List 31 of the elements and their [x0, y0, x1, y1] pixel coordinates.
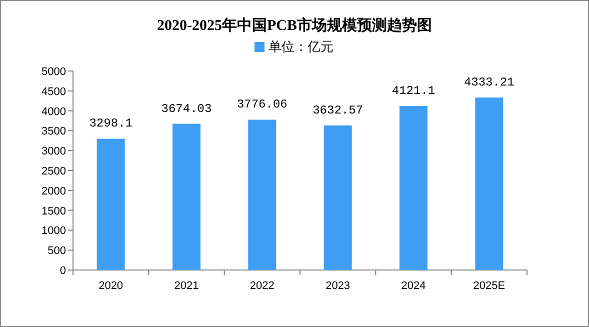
y-tick-label: 4000: [42, 106, 66, 118]
y-tick-label: 3000: [42, 146, 66, 158]
data-label: 3674.03: [161, 102, 212, 116]
data-label: 4333.21: [464, 76, 514, 90]
y-tick-label: 3500: [42, 126, 66, 138]
data-label: 3632.57: [312, 103, 364, 118]
x-tick-label: 2025E: [473, 280, 506, 292]
x-tick-label: 2024: [401, 280, 426, 292]
bar: [96, 138, 125, 270]
x-tick-label: 2020: [98, 280, 124, 292]
data-label: 3776.06: [236, 98, 288, 112]
x-tick-label: 2022: [250, 280, 274, 292]
data-label: 4121.1: [392, 84, 436, 98]
bar: [400, 106, 428, 270]
chart-title: 2020-2025年中国PCB市场规模预测趋势图: [157, 16, 432, 34]
bar: [248, 120, 276, 270]
y-tick-label: 0: [60, 265, 66, 277]
y-tick-label: 500: [48, 245, 66, 258]
data-label: 3298.1: [89, 116, 132, 131]
bar: [324, 125, 352, 270]
y-tick-label: 1500: [42, 205, 66, 218]
legend-label: 单位：亿元: [268, 39, 334, 54]
y-tick-label: 2500: [42, 166, 66, 178]
y-tick-label: 4500: [42, 86, 66, 98]
bar: [172, 124, 200, 270]
y-tick-label: 1000: [42, 225, 66, 238]
y-tick-label: 5000: [42, 66, 66, 78]
x-tick-label: 2023: [326, 280, 350, 292]
bar: [475, 98, 504, 270]
x-tick-label: 2021: [174, 280, 199, 292]
y-tick-label: 2000: [42, 185, 66, 198]
